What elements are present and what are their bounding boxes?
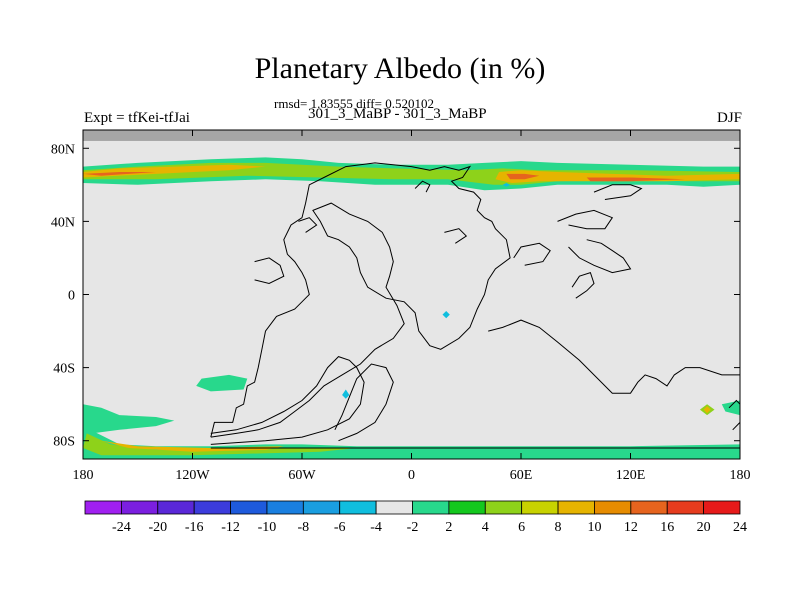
y-tick-label: 80N (51, 142, 75, 157)
albedo-patch (83, 433, 357, 456)
y-tick-label: 80S (53, 435, 75, 450)
albedo-patch (342, 389, 350, 399)
albedo-patch (442, 311, 450, 319)
colorbar-label: 6 (518, 520, 525, 535)
albedo-field-layer (83, 157, 740, 459)
colorbar-swatch (120, 500, 159, 515)
albedo-patch (721, 400, 740, 416)
colorbar-swatch (594, 500, 632, 515)
x-tick-label: 180 (73, 468, 94, 483)
colorbar-label: -16 (185, 520, 204, 535)
colorbar-swatch (412, 500, 450, 515)
season-label: DJF (716, 110, 742, 126)
colorbar-swatch (302, 500, 341, 515)
y-tick-label: 40N (51, 215, 75, 230)
albedo-patch (586, 177, 686, 182)
colorbar-swatch (484, 500, 523, 515)
x-tick-label: 120E (616, 468, 646, 483)
colorbar-swatch (375, 500, 413, 515)
coastline (210, 162, 511, 438)
albedo-patch (502, 183, 511, 187)
colorbar-swatch (230, 500, 268, 515)
colorbar: -24 -20 -16 -12 -10 -8 -6 -4 -2 2 4 6 8 10 12 16 20 24 (84, 500, 747, 535)
coastline (557, 209, 614, 230)
coastline (254, 257, 285, 285)
y-axis: 80N 40N 0 40S 80S (51, 142, 740, 450)
albedo-patch (495, 170, 740, 183)
colorbar-label: 10 (587, 520, 601, 535)
colorbar-label: 24 (733, 520, 747, 535)
albedo-patch (196, 374, 248, 392)
colorbar-label: 4 (482, 520, 489, 535)
colorbar-swatch (193, 500, 231, 515)
chart-title: Planetary Albedo (in %) (254, 52, 546, 85)
colorbar-swatch (339, 500, 377, 515)
experiment-subtitle: 301_3_MaBP - 301_3_MaBP (308, 106, 487, 122)
colorbar-label: 8 (555, 520, 562, 535)
albedo-patch (101, 440, 284, 452)
coastline (593, 184, 643, 200)
y-tick-label: 0 (68, 289, 75, 304)
coastline-layer (210, 162, 740, 449)
colorbar-swatch (448, 500, 486, 515)
coastline (568, 239, 632, 274)
colorbar-swatch (521, 500, 559, 515)
x-tick-label: 60W (288, 468, 316, 483)
coastline (444, 228, 468, 244)
x-tick-label: 0 (408, 468, 415, 483)
colorbar-swatch (266, 500, 304, 515)
coastline (488, 319, 740, 394)
colorbar-swatch (630, 500, 668, 515)
coastline (334, 363, 394, 442)
albedo-patch (83, 164, 266, 178)
stats-line: rmsd= 1.83555 diff= 0.520102 (274, 96, 434, 111)
y-tick-label: 40S (53, 362, 75, 377)
albedo-patch (703, 406, 711, 414)
colorbar-swatch (703, 500, 741, 515)
colorbar-swatch (666, 500, 705, 515)
coastline (298, 217, 318, 233)
colorbar-label: -24 (112, 520, 131, 535)
x-tick-label: 60E (510, 468, 533, 483)
coastline (728, 399, 740, 431)
colorbar-label: -4 (370, 520, 382, 535)
coastline (414, 180, 431, 193)
coastline (210, 356, 365, 445)
x-axis: 180 120W 60W 0 60E 120E 180 (73, 130, 751, 483)
colorbar-label: 2 (445, 520, 452, 535)
colorbar-label: 12 (624, 520, 638, 535)
coastline (571, 271, 595, 299)
colorbar-label: -20 (148, 520, 167, 535)
albedo-patch (83, 404, 175, 434)
colorbar-label: -10 (258, 520, 277, 535)
albedo-patch (506, 173, 540, 180)
experiment-label: Expt = tfKei-tfJai (84, 110, 190, 126)
colorbar-label: -8 (297, 520, 309, 535)
x-tick-label: 120W (175, 468, 210, 483)
albedo-patch (83, 172, 156, 176)
colorbar-swatch (557, 500, 595, 515)
colorbar-swatch (84, 500, 122, 515)
colorbar-label: -6 (334, 520, 346, 535)
colorbar-label: 20 (697, 520, 711, 535)
x-tick-label: 180 (730, 468, 751, 483)
colorbar-label: -12 (221, 520, 240, 535)
colorbar-label: -2 (407, 520, 419, 535)
coastline (513, 242, 551, 266)
colorbar-swatch (157, 500, 195, 515)
colorbar-label: 16 (660, 520, 674, 535)
